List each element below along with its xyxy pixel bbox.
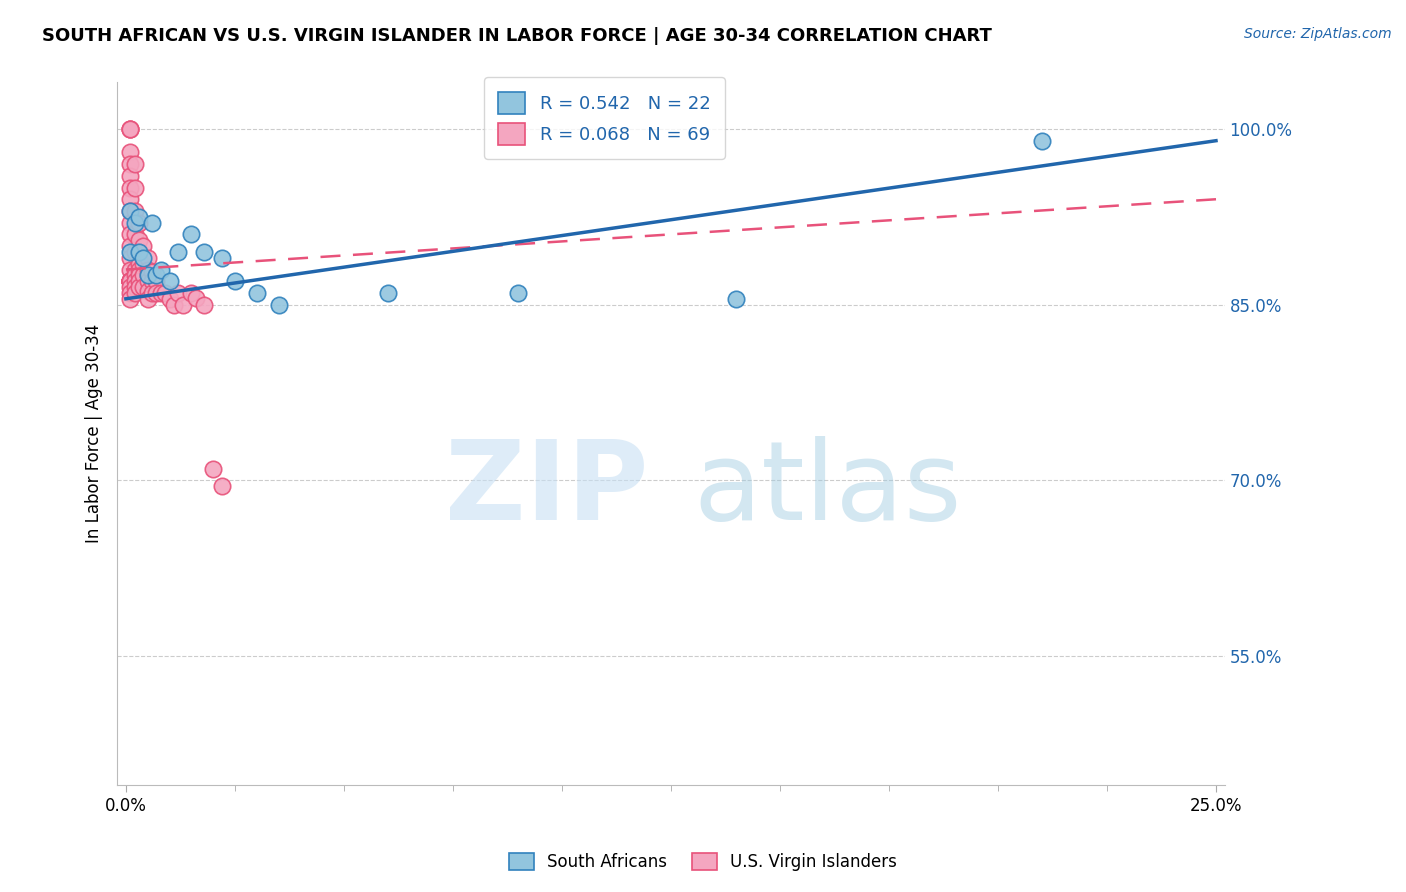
Point <box>120 274 142 288</box>
Point <box>120 239 142 253</box>
Point <box>120 280 142 294</box>
Point <box>145 285 167 300</box>
Point <box>141 285 163 300</box>
Point <box>136 262 159 277</box>
Point <box>1031 134 1053 148</box>
Point <box>132 257 155 271</box>
Point <box>120 157 142 171</box>
Point <box>128 274 150 288</box>
Point <box>167 244 190 259</box>
Point <box>120 251 142 265</box>
Point <box>120 122 142 136</box>
Point <box>128 244 150 259</box>
Point <box>267 298 290 312</box>
Point <box>193 244 215 259</box>
Point <box>136 274 159 288</box>
Point <box>120 180 142 194</box>
Point <box>120 145 142 160</box>
Point <box>120 262 142 277</box>
Point <box>124 216 146 230</box>
Point <box>128 268 150 283</box>
Point <box>141 265 163 279</box>
Point <box>132 280 155 294</box>
Point <box>377 285 399 300</box>
Point <box>120 274 142 288</box>
Point <box>153 285 176 300</box>
Point <box>120 192 142 206</box>
Point <box>120 274 142 288</box>
Text: SOUTH AFRICAN VS U.S. VIRGIN ISLANDER IN LABOR FORCE | AGE 30-34 CORRELATION CHA: SOUTH AFRICAN VS U.S. VIRGIN ISLANDER IN… <box>42 27 993 45</box>
Text: atlas: atlas <box>693 436 962 543</box>
Point <box>124 268 146 283</box>
Point <box>132 268 155 283</box>
Point <box>128 233 150 247</box>
Point <box>120 274 142 288</box>
Point <box>120 204 142 219</box>
Point <box>120 216 142 230</box>
Point <box>120 274 142 288</box>
Point <box>120 274 142 288</box>
Text: ZIP: ZIP <box>446 436 648 543</box>
Point <box>132 251 155 265</box>
Point <box>149 285 172 300</box>
Point <box>120 292 142 306</box>
Point <box>120 204 142 219</box>
Point <box>120 169 142 183</box>
Point <box>141 274 163 288</box>
Point <box>725 292 748 306</box>
Point <box>136 268 159 283</box>
Point <box>128 257 150 271</box>
Point <box>180 227 202 242</box>
Point <box>124 244 146 259</box>
Point <box>120 227 142 242</box>
Point <box>120 122 142 136</box>
Point <box>184 291 207 305</box>
Point <box>128 216 150 230</box>
Point <box>145 274 167 288</box>
Point <box>141 216 163 230</box>
Point <box>136 284 159 298</box>
Legend: R = 0.542   N = 22, R = 0.068   N = 69: R = 0.542 N = 22, R = 0.068 N = 69 <box>484 77 725 159</box>
Point <box>202 461 225 475</box>
Point <box>128 262 150 277</box>
Point <box>120 274 142 288</box>
Point <box>124 274 146 288</box>
Point <box>132 239 155 253</box>
Text: Source: ZipAtlas.com: Source: ZipAtlas.com <box>1244 27 1392 41</box>
Point <box>128 210 150 224</box>
Point <box>120 122 142 136</box>
Point <box>136 268 159 283</box>
Legend: South Africans, U.S. Virgin Islanders: South Africans, U.S. Virgin Islanders <box>501 845 905 880</box>
Point <box>124 285 146 300</box>
Point <box>508 285 530 300</box>
Point <box>136 292 159 306</box>
Point <box>163 298 186 312</box>
Point <box>211 251 233 265</box>
Point <box>120 285 142 300</box>
Point <box>124 262 146 277</box>
Point <box>124 204 146 219</box>
Point <box>145 268 167 283</box>
Point <box>180 285 202 300</box>
Point <box>124 157 146 171</box>
Point <box>120 274 142 288</box>
Point <box>159 274 181 288</box>
Point <box>120 244 142 259</box>
Point <box>124 280 146 294</box>
Point <box>124 180 146 194</box>
Point <box>128 244 150 259</box>
Y-axis label: In Labor Force | Age 30-34: In Labor Force | Age 30-34 <box>86 324 103 543</box>
Point <box>124 227 146 242</box>
Point <box>128 280 150 294</box>
Point <box>211 479 233 493</box>
Point <box>224 274 246 288</box>
Point <box>172 298 194 312</box>
Point <box>136 251 159 265</box>
Point <box>246 285 269 300</box>
Point <box>193 298 215 312</box>
Point <box>149 262 172 277</box>
Point <box>159 292 181 306</box>
Point <box>167 285 190 300</box>
